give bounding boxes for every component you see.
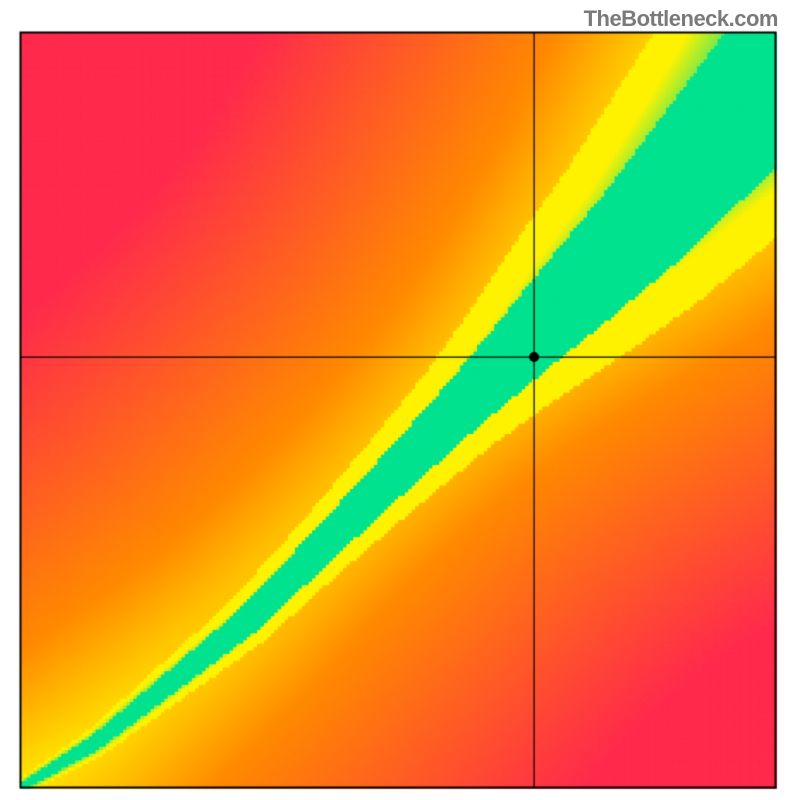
bottleneck-heatmap bbox=[0, 0, 800, 800]
watermark-text: TheBottleneck.com bbox=[584, 6, 778, 32]
chart-container: TheBottleneck.com bbox=[0, 0, 800, 800]
